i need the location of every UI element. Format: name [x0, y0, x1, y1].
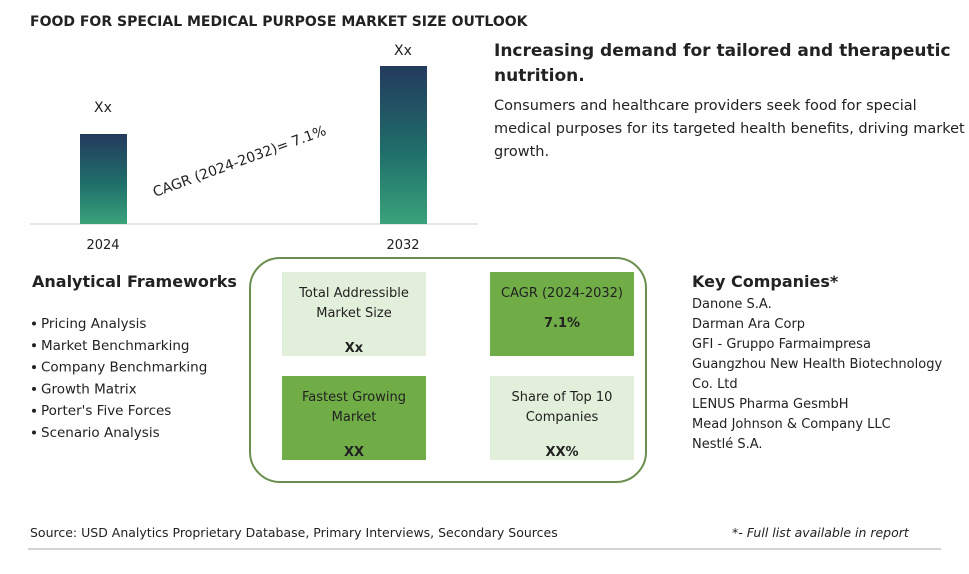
- highlight-heading: Increasing demand for tailored and thera…: [494, 41, 951, 61]
- highlight-heading: nutrition.: [494, 66, 585, 86]
- bar-label: Xx: [394, 43, 412, 59]
- metric-box: [490, 272, 634, 356]
- framework-item: Porter's Five Forces: [41, 403, 171, 419]
- bullet: [32, 430, 36, 435]
- metric-label: Companies: [526, 410, 599, 425]
- company: Darman Ara Corp: [692, 317, 805, 332]
- company: Nestlé S.A.: [692, 437, 763, 452]
- metrics-frame: [249, 257, 647, 483]
- framework-item: Company Benchmarking: [41, 360, 207, 376]
- metric-label: Fastest Growing: [302, 390, 406, 405]
- metric-label: Market: [332, 410, 377, 425]
- company: Danone S.A.: [692, 297, 772, 312]
- bullet: [32, 365, 36, 370]
- metric-label: Share of Top 10: [512, 390, 613, 405]
- bar: [80, 134, 127, 224]
- year-label: 2032: [386, 238, 419, 253]
- company: LENUS Pharma GesmbH: [692, 397, 849, 412]
- companies-heading: Key Companies*: [692, 272, 839, 291]
- source: Source: USD Analytics Proprietary Databa…: [30, 525, 558, 540]
- metric-box: [282, 376, 426, 460]
- metric-value: 7.1%: [544, 316, 580, 331]
- metric-value: Xx: [345, 341, 364, 356]
- company: Guangzhou New Health Biotechnology: [692, 357, 942, 372]
- framework-item: Pricing Analysis: [41, 316, 146, 332]
- framework-item: Growth Matrix: [41, 381, 137, 397]
- title: FOOD FOR SPECIAL MEDICAL PURPOSE MARKET …: [30, 14, 529, 30]
- metric-label: Market Size: [316, 306, 392, 321]
- metric-label: Total Addressible: [298, 286, 409, 301]
- metric-value: XX%: [545, 445, 578, 460]
- metric-label: CAGR (2024-2032): [501, 286, 623, 301]
- company: Mead Johnson & Company LLC: [692, 417, 891, 432]
- bullet: [32, 386, 36, 391]
- bullet: [32, 343, 36, 348]
- highlight-body: Consumers and healthcare providers seek …: [494, 98, 917, 114]
- company: GFI - Gruppo Farmaimpresa: [692, 337, 871, 352]
- highlight-body: medical purposes for its targeted health…: [494, 121, 965, 137]
- metric-box: [282, 272, 426, 356]
- bar: [380, 66, 427, 224]
- frameworks-heading: Analytical Frameworks: [32, 272, 237, 291]
- highlight-body: growth.: [494, 144, 549, 160]
- bar-label: Xx: [94, 100, 112, 116]
- metric-value: XX: [344, 445, 364, 460]
- year-label: 2024: [86, 238, 119, 253]
- framework-item: Scenario Analysis: [41, 425, 160, 441]
- company: Co. Ltd: [692, 377, 738, 392]
- note: *- Full list available in report: [732, 525, 910, 540]
- framework-item: Market Benchmarking: [41, 338, 189, 354]
- bullet: [32, 321, 36, 326]
- metric-box: [490, 376, 634, 460]
- bullet: [32, 408, 36, 413]
